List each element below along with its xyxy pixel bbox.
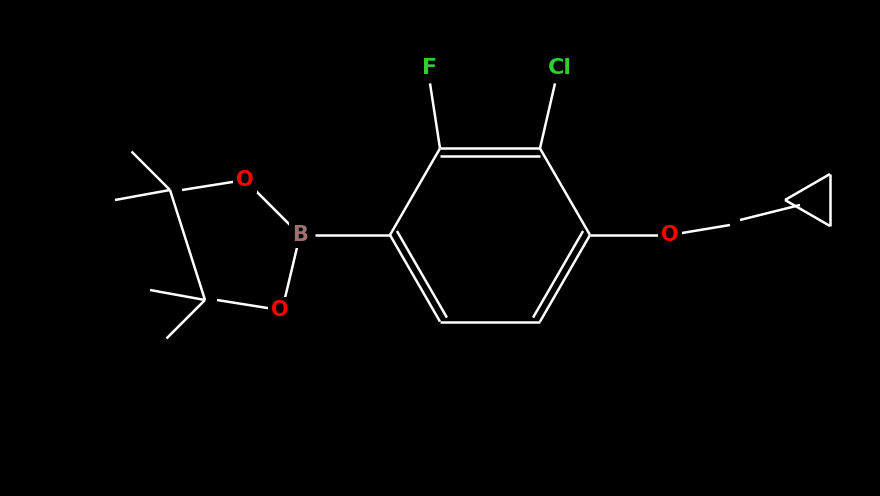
Text: O: O	[271, 300, 289, 320]
Text: F: F	[422, 59, 437, 78]
Text: O: O	[236, 170, 253, 190]
Text: B: B	[292, 225, 308, 245]
Text: Cl: Cl	[548, 59, 572, 78]
Text: O: O	[661, 225, 678, 245]
